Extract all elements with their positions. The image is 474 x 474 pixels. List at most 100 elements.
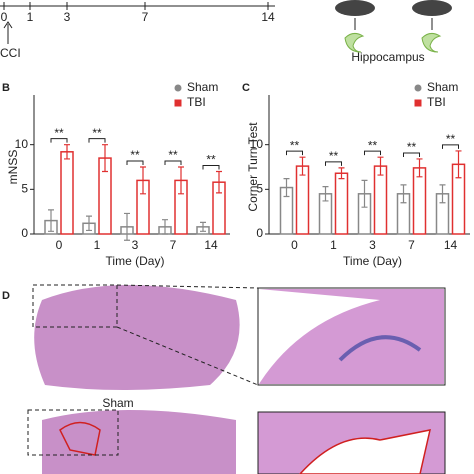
x-axis-label: Time (Day) (106, 254, 165, 268)
significance-label: ** (446, 132, 456, 146)
hippocampus-icon (344, 32, 365, 53)
y-tick-label: 5 (21, 182, 28, 196)
bar (373, 165, 388, 235)
panel-label: B (2, 82, 10, 94)
bar (60, 151, 74, 235)
significance-label: ** (290, 138, 300, 152)
significance-bracket (88, 138, 106, 143)
error-bar (64, 144, 70, 160)
significance-bracket (126, 160, 144, 165)
x-tick-label: 1 (94, 238, 101, 252)
x-tick-label: 3 (132, 238, 139, 252)
significance-label: ** (407, 140, 417, 154)
x-tick-label: 14 (444, 238, 458, 252)
mouse-icon (335, 0, 375, 16)
significance-label: ** (168, 148, 178, 162)
timeline-label: 14 (261, 10, 275, 24)
legend-marker (174, 84, 182, 92)
mouse-icon (412, 0, 452, 16)
y-tick-label: 10 (15, 137, 29, 151)
error-bar (439, 184, 446, 204)
significance-bracket (442, 144, 459, 149)
legend-marker (174, 99, 182, 107)
significance-label: ** (54, 126, 64, 140)
error-bar (162, 219, 168, 235)
timeline-label: 3 (64, 10, 71, 24)
x-tick-label: 0 (291, 238, 298, 252)
y-tick-label: 10 (250, 137, 264, 151)
y-axis-label: Corner Turn Test (246, 122, 260, 212)
significance-bracket (364, 150, 381, 156)
error-bar (299, 156, 306, 176)
error-bar (416, 158, 423, 178)
zoom-box (32, 284, 118, 328)
x-tick-label: 1 (330, 238, 337, 252)
significance-label: ** (329, 149, 339, 163)
significance-bracket (325, 161, 342, 166)
legend-marker (414, 99, 422, 107)
significance-bracket (164, 160, 182, 165)
arrow-head (3, 21, 13, 29)
significance-bracket (403, 152, 420, 157)
x-tick-label: 3 (369, 238, 376, 252)
panel-label: D (2, 290, 10, 302)
panel-label: C (242, 82, 250, 94)
timeline-label: 7 (142, 10, 149, 24)
y-tick-label: 0 (21, 226, 28, 240)
error-bar (86, 215, 92, 232)
legend-label: Sham (427, 80, 458, 94)
x-tick-label: 7 (170, 238, 177, 252)
timeline-event: CCI (0, 46, 21, 60)
zoom-line (116, 284, 259, 289)
legend-label: TBI (187, 95, 206, 109)
histology-label: Sham (102, 396, 133, 410)
zoom-line (116, 326, 259, 386)
lesion-outline (59, 421, 101, 456)
zoom-box (27, 409, 119, 456)
legend-label: TBI (427, 95, 446, 109)
y-tick-label: 5 (256, 182, 263, 196)
significance-label: ** (92, 126, 102, 140)
error-bar (338, 167, 345, 180)
error-bar (48, 209, 54, 232)
significance-bracket (286, 150, 303, 156)
brain-section (34, 285, 240, 390)
timeline-label: 1 (27, 10, 34, 24)
error-bar (124, 212, 130, 241)
significance-bracket (202, 164, 220, 170)
bar (295, 165, 310, 235)
brain-section (42, 410, 236, 474)
significance-bracket (50, 138, 68, 143)
bar (412, 167, 427, 235)
bar (334, 172, 349, 235)
error-bar (322, 186, 329, 202)
x-tick-label: 7 (408, 238, 415, 252)
hippocampus-layer (338, 335, 422, 362)
zoom-tissue (259, 289, 444, 384)
significance-label: ** (206, 153, 216, 167)
error-bar (216, 170, 222, 194)
lesion-outline (298, 429, 431, 474)
significance-label: ** (368, 138, 378, 152)
x-axis-label: Time (Day) (343, 254, 402, 268)
error-bar (178, 166, 184, 195)
significance-label: ** (130, 148, 140, 162)
error-bar (455, 150, 462, 179)
error-bar (283, 178, 290, 198)
legend-label: Sham (187, 80, 218, 94)
x-tick-label: 14 (204, 238, 218, 252)
error-bar (377, 156, 384, 176)
legend-marker (414, 84, 422, 92)
error-bar (140, 166, 146, 195)
error-bar (200, 221, 206, 232)
hippocampus-label: Hippocampus (351, 50, 424, 64)
error-bar (361, 179, 368, 208)
hippocampus-icon (421, 32, 442, 53)
error-bar (400, 184, 407, 204)
error-bar (102, 144, 108, 173)
y-axis-label: mNSS (6, 150, 20, 185)
timeline-label: 0 (1, 10, 8, 24)
x-tick-label: 0 (56, 238, 63, 252)
y-tick-label: 0 (256, 226, 263, 240)
